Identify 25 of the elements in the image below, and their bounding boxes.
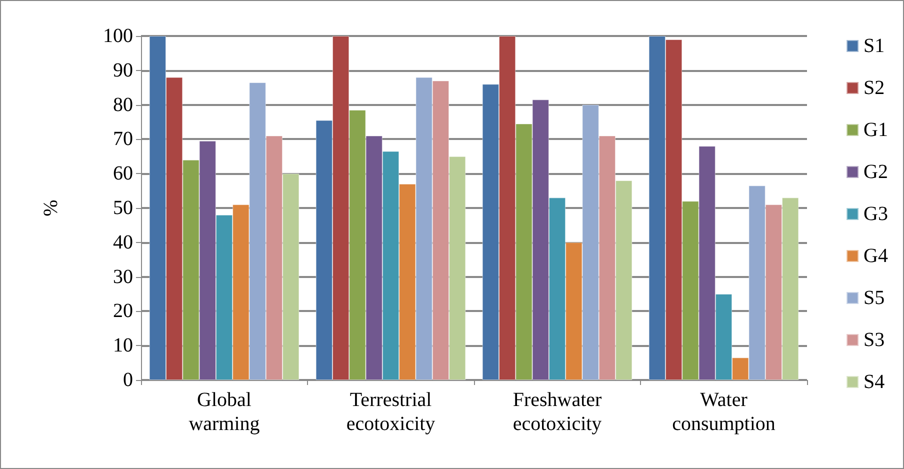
y-tick-label: 100: [103, 25, 133, 47]
y-tick-label: 40: [113, 231, 133, 254]
x-tick-label: Terrestrial ecotoxicity: [346, 389, 436, 435]
legend-label: S3: [864, 329, 885, 351]
y-tick-label: 90: [113, 59, 133, 82]
x-tick-label: Global warming: [188, 389, 260, 435]
y-tick-label: 70: [113, 128, 133, 150]
y-axis-title: %: [40, 200, 62, 216]
y-tick-label: 50: [113, 197, 133, 219]
legend-label: G1: [864, 119, 888, 141]
y-tick-label: 10: [113, 334, 133, 357]
y-tick-label: 20: [113, 300, 133, 322]
legend-label: S5: [864, 287, 885, 309]
legend-label: G4: [864, 245, 888, 267]
legend-label: S2: [864, 77, 885, 99]
x-tick-label: Freshwater ecotoxicity: [512, 389, 602, 435]
x-tick-label: Water consumption: [672, 389, 776, 435]
legend-label: G3: [864, 203, 888, 225]
y-tick-label: 60: [113, 162, 133, 185]
y-tick-label: 80: [113, 94, 133, 116]
legend-label: S4: [864, 371, 885, 393]
legend-label: S1: [864, 35, 885, 57]
y-tick-label: 0: [123, 369, 133, 391]
legend-label: G2: [864, 161, 888, 183]
y-tick-label: 30: [113, 266, 133, 288]
